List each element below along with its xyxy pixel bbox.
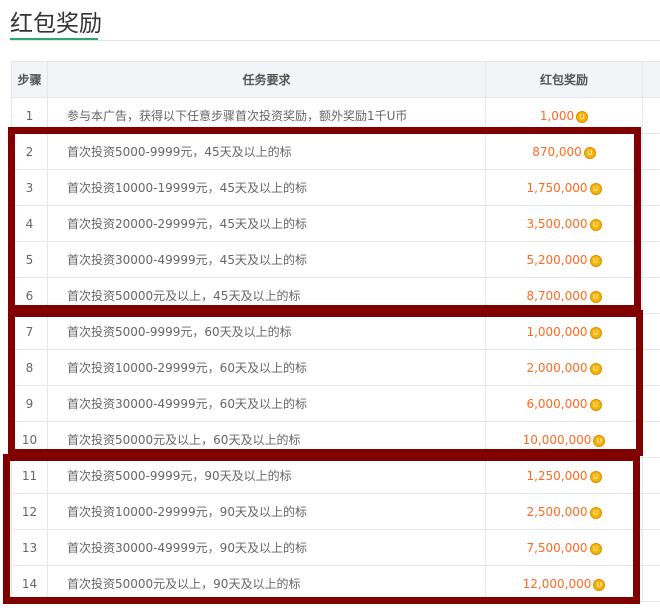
reward-amount: 7,500,000 bbox=[526, 540, 588, 555]
task-cell: 首次投资10000-29999元，90天及以上的标 bbox=[47, 493, 486, 530]
u-coin-icon: U bbox=[583, 146, 596, 159]
extra-cell bbox=[642, 277, 660, 314]
header-extra bbox=[642, 61, 660, 98]
reward-amount: 2,000,000 bbox=[526, 360, 588, 375]
u-coin-icon: U bbox=[589, 362, 602, 375]
extra-cell bbox=[642, 97, 660, 134]
reward-amount: 1,750,000 bbox=[526, 180, 588, 195]
reward-amount: 6,000,000 bbox=[526, 396, 588, 411]
table-row: 13 首次投资30000-49999元，90天及以上的标 7,500,000 U bbox=[11, 529, 660, 566]
header-step: 步骤 bbox=[11, 61, 48, 98]
reward-amount: 10,000,000 bbox=[522, 432, 592, 447]
reward-cell: 870,000 U bbox=[485, 133, 643, 170]
task-cell: 首次投资30000-49999元，60天及以上的标 bbox=[47, 385, 486, 422]
extra-cell bbox=[642, 313, 660, 350]
task-cell: 首次投资5000-9999元，60天及以上的标 bbox=[47, 313, 486, 350]
step-cell: 12 bbox=[11, 493, 48, 530]
table-row: 2 首次投资5000-9999元，45天及以上的标 870,000 U bbox=[11, 133, 660, 170]
extra-cell bbox=[642, 169, 660, 206]
task-cell: 首次投资50000元及以上，90天及以上的标 bbox=[47, 565, 486, 602]
extra-cell bbox=[642, 421, 660, 458]
extra-cell bbox=[642, 205, 660, 242]
u-coin-icon: U bbox=[589, 182, 602, 195]
extra-cell bbox=[642, 241, 660, 278]
task-cell: 首次投资30000-49999元，45天及以上的标 bbox=[47, 241, 486, 278]
reward-cell: 1,250,000 U bbox=[485, 457, 643, 494]
extra-cell bbox=[642, 133, 660, 170]
step-cell: 3 bbox=[11, 169, 48, 206]
table-row: 14 首次投资50000元及以上，90天及以上的标 12,000,000 U bbox=[11, 565, 660, 602]
header-task: 任务要求 bbox=[47, 61, 486, 98]
reward-amount: 870,000 bbox=[532, 144, 582, 159]
u-coin-icon: U bbox=[589, 326, 602, 339]
page-title: 红包奖励 bbox=[10, 11, 102, 37]
title-underline bbox=[10, 38, 98, 40]
reward-cell: 1,750,000 U bbox=[485, 169, 643, 206]
step-cell: 13 bbox=[11, 529, 48, 566]
reward-amount: 3,500,000 bbox=[526, 216, 588, 231]
u-coin-icon: U bbox=[589, 290, 602, 303]
table-row: 3 首次投资10000-19999元，45天及以上的标 1,750,000 U bbox=[11, 169, 660, 206]
extra-cell bbox=[642, 529, 660, 566]
task-cell: 首次投资20000-29999元，45天及以上的标 bbox=[47, 205, 486, 242]
task-cell: 首次投资30000-49999元，90天及以上的标 bbox=[47, 529, 486, 566]
table-row: 12 首次投资10000-29999元，90天及以上的标 2,500,000 U bbox=[11, 493, 660, 530]
reward-amount: 1,000,000 bbox=[526, 324, 588, 339]
u-coin-icon: U bbox=[589, 218, 602, 231]
u-coin-icon: U bbox=[589, 254, 602, 267]
u-coin-icon: U bbox=[589, 542, 602, 555]
reward-amount: 1,250,000 bbox=[526, 468, 588, 483]
u-coin-icon: U bbox=[576, 110, 589, 123]
extra-cell bbox=[642, 565, 660, 602]
reward-cell: 2,000,000 U bbox=[485, 349, 643, 386]
u-coin-icon: U bbox=[589, 470, 602, 483]
extra-cell bbox=[642, 457, 660, 494]
task-cell: 首次投资10000-19999元，45天及以上的标 bbox=[47, 169, 486, 206]
extra-cell bbox=[642, 349, 660, 386]
u-coin-icon: U bbox=[593, 578, 606, 591]
divider bbox=[10, 40, 660, 41]
reward-cell: 12,000,000 U bbox=[485, 565, 643, 602]
table-row: 11 首次投资5000-9999元，90天及以上的标 1,250,000 U bbox=[11, 457, 660, 494]
u-coin-icon: U bbox=[593, 434, 606, 447]
reward-cell: 3,500,000 U bbox=[485, 205, 643, 242]
task-cell: 首次投资5000-9999元，90天及以上的标 bbox=[47, 457, 486, 494]
extra-cell bbox=[642, 493, 660, 530]
extra-cell bbox=[642, 385, 660, 422]
highlight-box-90-days bbox=[3, 454, 640, 604]
step-cell: 2 bbox=[11, 133, 48, 170]
header-reward: 红包奖励 bbox=[485, 61, 643, 98]
u-coin-icon: U bbox=[589, 398, 602, 411]
reward-cell: 7,500,000 U bbox=[485, 529, 643, 566]
u-coin-icon: U bbox=[589, 506, 602, 519]
reward-amount: 5,200,000 bbox=[526, 252, 588, 267]
reward-cell: 1,000,000 U bbox=[485, 313, 643, 350]
reward-amount: 1,000 bbox=[539, 108, 575, 123]
table-row: 4 首次投资20000-29999元，45天及以上的标 3,500,000 U bbox=[11, 205, 660, 242]
highlight-box-60-days bbox=[8, 310, 643, 456]
table-row: 7 首次投资5000-9999元，60天及以上的标 1,000,000 U bbox=[11, 313, 660, 350]
highlight-box-45-days bbox=[8, 127, 641, 312]
reward-amount: 2,500,000 bbox=[526, 504, 588, 519]
reward-amount: 8,700,000 bbox=[526, 288, 588, 303]
reward-amount: 12,000,000 bbox=[522, 576, 592, 591]
